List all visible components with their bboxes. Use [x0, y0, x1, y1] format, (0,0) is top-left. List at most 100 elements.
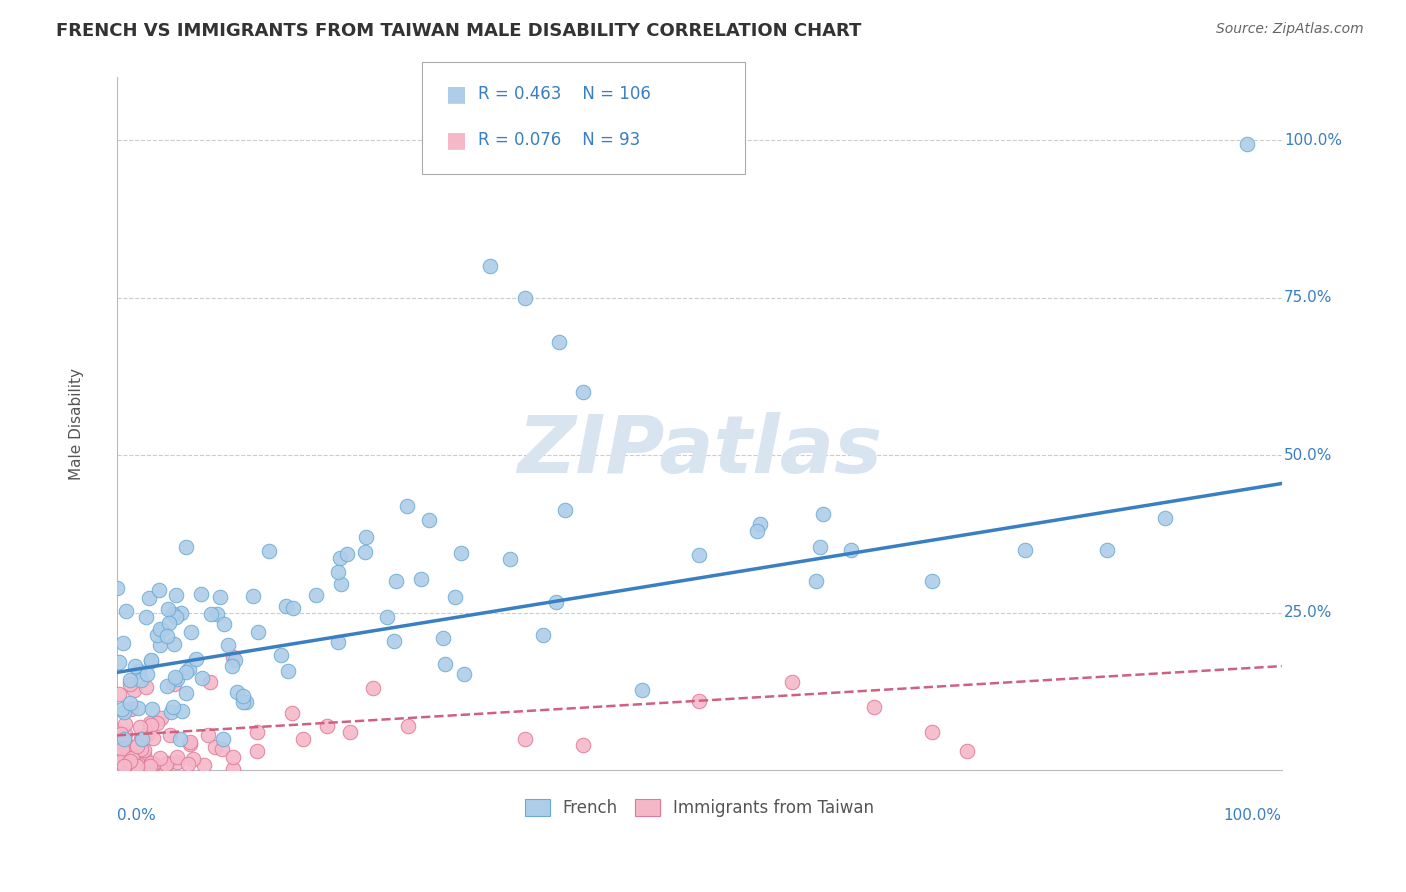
Point	[375, 610, 398, 624]
Point	[222, 649, 245, 664]
Point	[112, 759, 135, 773]
Point	[179, 735, 201, 749]
Point	[149, 759, 172, 773]
Point	[222, 750, 245, 764]
Point	[114, 735, 136, 749]
Point	[180, 625, 202, 640]
Point	[148, 583, 170, 598]
Point	[149, 711, 172, 725]
Text: 50.0%: 50.0%	[1284, 448, 1333, 463]
Point	[246, 725, 269, 739]
Point	[434, 657, 457, 672]
Point	[139, 759, 162, 773]
Point	[190, 587, 212, 601]
Point	[513, 731, 536, 746]
Point	[132, 743, 155, 757]
Point	[200, 607, 222, 622]
Point	[120, 754, 142, 768]
Point	[211, 731, 233, 746]
Point	[157, 615, 180, 630]
Point	[292, 731, 315, 746]
Point	[453, 667, 475, 681]
Point	[513, 291, 536, 305]
Point	[108, 733, 131, 747]
Point	[112, 761, 135, 775]
Point	[748, 517, 770, 532]
Point	[128, 665, 150, 679]
Point	[688, 549, 710, 563]
Point	[124, 682, 146, 697]
Point	[129, 731, 152, 746]
Point	[174, 540, 197, 554]
Point	[177, 756, 200, 771]
Point	[166, 755, 188, 769]
Point	[162, 607, 184, 622]
Point	[107, 752, 129, 766]
Point	[120, 702, 142, 716]
Point	[630, 682, 652, 697]
Text: Male Disability: Male Disability	[69, 368, 83, 480]
Legend: French, Immigrants from Taiwan: French, Immigrants from Taiwan	[517, 792, 880, 824]
Point	[159, 728, 181, 742]
Point	[326, 565, 349, 579]
Point	[149, 623, 172, 637]
Point	[118, 677, 141, 691]
Point	[155, 680, 177, 694]
Point	[163, 637, 186, 651]
Point	[548, 334, 571, 349]
Point	[211, 742, 233, 756]
Point	[225, 685, 247, 699]
Point	[432, 631, 454, 645]
Point	[270, 648, 292, 662]
Point	[135, 610, 157, 624]
Point	[782, 674, 804, 689]
Text: Source: ZipAtlas.com: Source: ZipAtlas.com	[1216, 22, 1364, 37]
Point	[127, 701, 149, 715]
Point	[222, 762, 245, 776]
Point	[217, 638, 239, 652]
Point	[174, 665, 197, 679]
Point	[165, 610, 187, 624]
Point	[356, 530, 378, 544]
Point	[108, 655, 131, 669]
Point	[339, 725, 361, 739]
Point	[146, 715, 169, 730]
Point	[353, 544, 375, 558]
Point	[156, 602, 179, 616]
Point	[170, 704, 193, 718]
Point	[531, 628, 554, 642]
Point	[747, 524, 769, 538]
Point	[169, 731, 191, 746]
Point	[105, 761, 128, 775]
Point	[142, 756, 165, 771]
Point	[107, 743, 129, 757]
Point	[114, 760, 136, 774]
Point	[162, 700, 184, 714]
Point	[118, 760, 141, 774]
Point	[863, 700, 886, 714]
Point	[110, 761, 132, 775]
Point	[114, 759, 136, 773]
Point	[138, 591, 160, 606]
Point	[136, 759, 159, 773]
Point	[149, 751, 172, 765]
Point	[839, 542, 862, 557]
Point	[382, 634, 405, 648]
Point	[112, 705, 135, 719]
Point	[124, 659, 146, 673]
Point	[242, 589, 264, 603]
Point	[409, 572, 432, 586]
Point	[246, 744, 269, 758]
Point	[166, 672, 188, 686]
Point	[135, 680, 157, 694]
Point	[326, 634, 349, 648]
Point	[111, 702, 134, 716]
Point	[554, 503, 576, 517]
Point	[131, 742, 153, 756]
Text: 100.0%: 100.0%	[1223, 808, 1282, 823]
Point	[129, 673, 152, 687]
Point	[198, 674, 221, 689]
Point	[134, 747, 156, 762]
Point	[110, 727, 132, 741]
Point	[156, 629, 179, 643]
